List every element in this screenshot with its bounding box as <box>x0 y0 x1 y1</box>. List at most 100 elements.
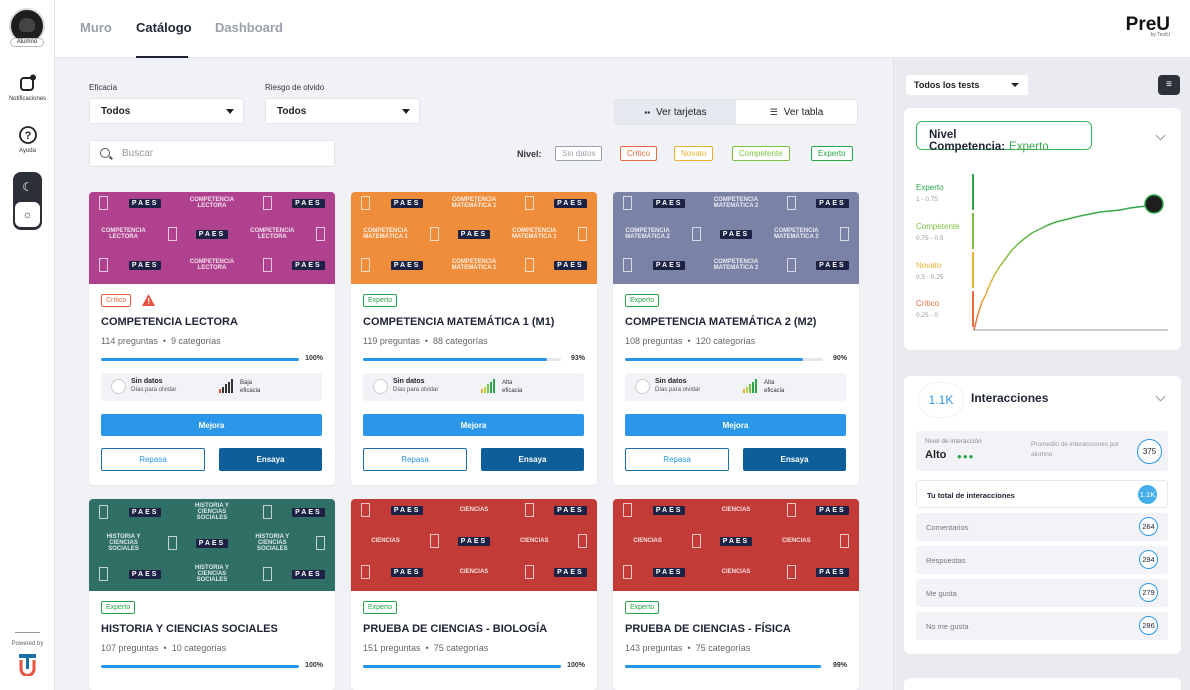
paes-logo: PAES <box>292 260 325 270</box>
chevron-down-icon[interactable] <box>1155 130 1166 141</box>
progress-fill <box>363 665 561 668</box>
help-label: Ayuda <box>19 148 36 154</box>
banner-text: HISTORIA Y CIENCIAS SOCIALES <box>195 503 229 521</box>
level-filter-sin-datos[interactable]: Sin datos <box>555 146 603 161</box>
progress-bar <box>625 665 823 668</box>
banner-text: CIENCIAS <box>633 538 662 544</box>
level-filter-experto[interactable]: Experto <box>811 146 853 161</box>
course-meta: 143 preguntas • 75 categorías <box>625 643 751 653</box>
paes-logo: PAES <box>390 505 424 515</box>
sin-datos-label: Sin datos <box>655 378 687 385</box>
course-title[interactable]: COMPETENCIA MATEMÁTICA 2 (M2) <box>625 316 817 328</box>
interaction-row-comentarios[interactable]: Comentarios 264 <box>916 513 1168 541</box>
eficacia-value: Todos <box>101 106 131 117</box>
mejora-button[interactable]: Mejora <box>625 414 846 436</box>
repasa-button[interactable]: Repasa <box>625 448 729 471</box>
notifications-button[interactable]: Notificaciones <box>0 73 55 102</box>
notifications-label: Notificaciones <box>8 96 47 102</box>
nivel-interaccion-value: Alto <box>925 449 947 461</box>
left-rail: Alumno Notificaciones ? Ayuda ☾ ☼ Powere… <box>0 0 55 690</box>
interaction-row-me-gusta[interactable]: Me gusta 279 <box>916 579 1168 607</box>
warning-icon <box>142 294 155 306</box>
stats-box: Sin datos Días para olvidar Baja eficacia <box>101 373 322 401</box>
repasa-button[interactable]: Repasa <box>101 448 205 471</box>
mejora-button[interactable]: Mejora <box>363 414 584 436</box>
category-count: 120 categorías <box>695 336 756 346</box>
course-card: PAES HISTORIA Y CIENCIAS SOCIALES PAES HIST… <box>89 499 335 690</box>
help-icon: ? <box>18 126 37 144</box>
sun-icon[interactable]: ☼ <box>15 202 40 227</box>
banner-text: COMPETENCIA LECTORA <box>101 228 146 240</box>
caret-down-icon <box>226 109 234 114</box>
banner-text: COMPETENCIA MATEMÁTICA 1 <box>451 197 497 209</box>
course-title[interactable]: PRUEBA DE CIENCIAS - FÍSICA <box>625 623 791 635</box>
banner-row: PAES COMPETENCIA LECTORA PAES <box>89 196 335 210</box>
interaction-row-value: 1.1K <box>1138 485 1157 504</box>
moon-icon[interactable]: ☾ <box>22 179 33 194</box>
course-title[interactable]: PRUEBA DE CIENCIAS - BIOLOGÍA <box>363 623 548 635</box>
promedio-value: 375 <box>1137 439 1162 464</box>
mejora-button[interactable]: Mejora <box>101 414 322 436</box>
competence-curve-chart <box>972 174 1168 331</box>
seal-icon <box>691 534 701 548</box>
eficacia-value: Alta eficacia <box>764 380 785 394</box>
level-range: 1 - 0.75 <box>916 196 939 203</box>
paes-logo: PAES <box>652 505 686 515</box>
ensaya-button[interactable]: Ensaya <box>481 448 584 471</box>
interaction-row-respuestas[interactable]: Respuestas 294 <box>916 546 1168 574</box>
seal-icon <box>99 505 109 519</box>
banner-text: COMPETENCIA MATEMÁTICA 1 <box>511 228 557 240</box>
course-meta: 114 preguntas • 9 categorías <box>101 336 221 346</box>
level-filter-critico[interactable]: Crítico <box>620 146 658 161</box>
level-filter-competente[interactable]: Competente <box>732 146 790 161</box>
seal-icon <box>429 227 439 241</box>
riesgo-label: Riesgo de olvido <box>265 83 325 92</box>
paes-logo: PAES <box>128 198 162 208</box>
question-count: 108 preguntas <box>625 336 683 346</box>
banner-text: COMPETENCIA MATEMÁTICA 1 <box>363 228 408 240</box>
level-filter-novato[interactable]: Novato <box>674 146 714 161</box>
view-table-button[interactable]: ☰ Ver tabla <box>736 100 857 124</box>
level-name-critico: Crítico <box>916 299 940 308</box>
progress-percent: 93% <box>570 355 585 362</box>
banner-row: PAES COMPETENCIA MATEMÁTICA 1 PAES <box>351 258 597 272</box>
paes-logo: PAES <box>554 198 587 208</box>
interaction-row-total[interactable]: Tu total de interacciones 1.1K <box>916 480 1168 508</box>
chevron-down-icon[interactable] <box>1155 391 1166 402</box>
divider <box>15 632 40 633</box>
view-cards-button[interactable]: ▪▪ Ver tarjetas <box>615 100 736 124</box>
search-icon <box>100 148 110 158</box>
menu-button[interactable]: ≡ <box>1158 75 1180 95</box>
ensaya-button[interactable]: Ensaya <box>743 448 846 471</box>
banner-text: HISTORIA Y CIENCIAS SOCIALES <box>195 565 229 583</box>
theme-toggle[interactable]: ☾ ☼ <box>13 172 42 230</box>
tab-dashboard[interactable]: Dashboard <box>215 20 283 35</box>
course-title[interactable]: HISTORIA Y CIENCIAS SOCIALES <box>101 623 278 635</box>
tab-muro[interactable]: Muro <box>80 20 112 35</box>
eficacia-bars-icon <box>743 379 759 393</box>
eficacia-select[interactable]: Todos <box>89 98 244 124</box>
stats-box: Sin datos Días para olvidar Alta eficacia <box>363 373 584 401</box>
competence-curve <box>973 203 1155 331</box>
banner-row: COMPETENCIA MATEMÁTICA 1 PAES COMPETENCIA … <box>351 227 597 241</box>
seal-icon <box>99 567 109 581</box>
svg-text:?: ? <box>24 130 31 142</box>
progress-percent: 99% <box>832 662 847 669</box>
riesgo-select[interactable]: Todos <box>265 98 420 124</box>
promedio-label: Promedio de interacciones por alumno <box>1031 441 1120 458</box>
interaction-row-no-me-gusta[interactable]: No me gusta 286 <box>916 612 1168 640</box>
repasa-button[interactable]: Repasa <box>363 448 467 471</box>
ensaya-button[interactable]: Ensaya <box>219 448 322 471</box>
progress-percent: 100% <box>567 662 585 669</box>
search-input[interactable]: Buscar <box>89 140 335 167</box>
course-title[interactable]: COMPETENCIA LECTORA <box>101 316 238 328</box>
level-badge: Experto <box>625 601 660 614</box>
eficacia-value: Alta eficacia <box>502 380 523 394</box>
riesgo-value: Todos <box>277 106 307 117</box>
dias-label: Días para olvidar <box>131 387 177 393</box>
tests-select[interactable]: Todos los tests <box>906 75 1028 95</box>
tab-catalogo[interactable]: Catálogo <box>136 20 192 35</box>
help-button[interactable]: ? Ayuda <box>0 125 55 154</box>
course-title[interactable]: COMPETENCIA MATEMÁTICA 1 (M1) <box>363 316 555 328</box>
level-badge: Experto <box>625 294 660 307</box>
